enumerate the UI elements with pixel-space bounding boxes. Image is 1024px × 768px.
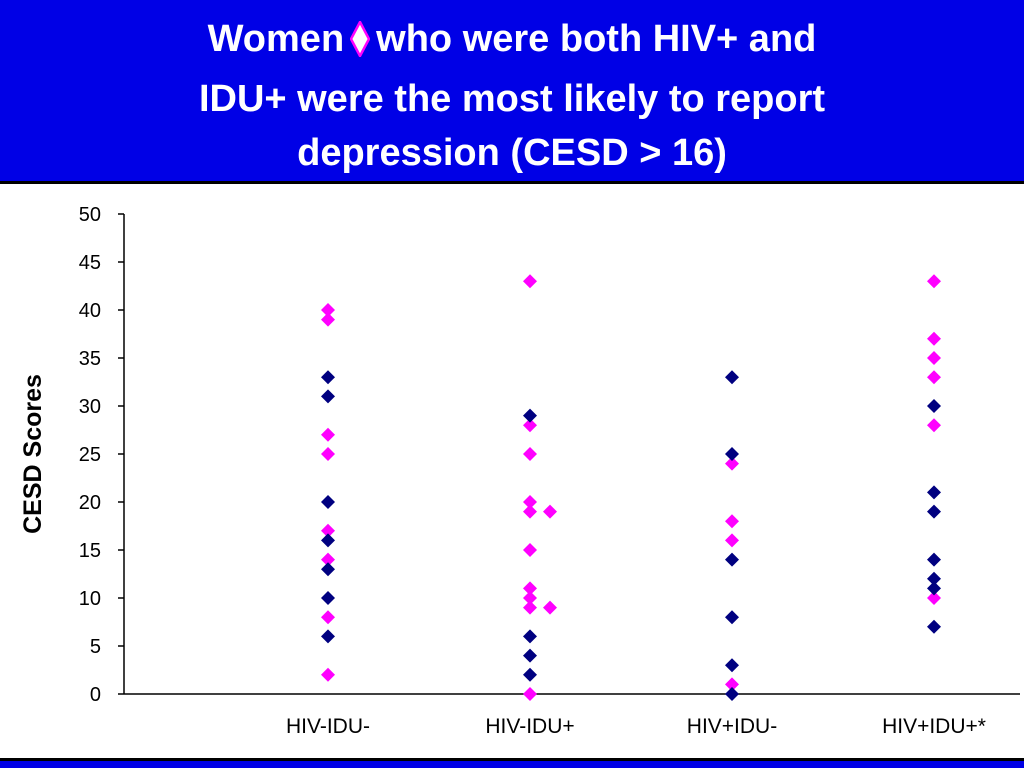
data-point bbox=[523, 274, 537, 289]
title-line-1-start: Women bbox=[207, 18, 345, 60]
data-point bbox=[523, 504, 537, 519]
x-tick-label: HIV+IDU+* bbox=[882, 715, 986, 738]
data-point bbox=[523, 408, 537, 423]
data-point bbox=[725, 456, 739, 471]
scatter-chart: 0 5 10 15 20 25 30 35 40 45 50 HIV-IDU- HIV-IDU+ HIV+… bbox=[19, 204, 1020, 738]
data-point bbox=[927, 591, 941, 605]
data-point bbox=[927, 571, 941, 586]
data-point bbox=[725, 447, 739, 461]
y-tick-label: 35 bbox=[79, 348, 101, 370]
data-point bbox=[523, 667, 537, 682]
y-tick-label: 30 bbox=[79, 396, 101, 418]
data-point bbox=[725, 610, 739, 625]
data-point bbox=[523, 581, 537, 596]
x-tick-label: HIV+IDU- bbox=[687, 715, 777, 738]
data-point bbox=[725, 370, 739, 385]
data-point bbox=[523, 591, 537, 605]
slide-title: Women who were both HIV+ and IDU+ were th… bbox=[0, 12, 1024, 180]
data-point bbox=[523, 648, 537, 663]
data-point bbox=[725, 514, 739, 529]
data-point bbox=[543, 600, 557, 615]
data-point bbox=[927, 552, 941, 567]
y-tick-label: 0 bbox=[90, 684, 101, 706]
data-point bbox=[321, 389, 335, 404]
pink-diamond-icon bbox=[349, 18, 371, 72]
data-point bbox=[321, 629, 335, 644]
data-point bbox=[725, 533, 739, 548]
x-tick-label: HIV-IDU- bbox=[286, 715, 370, 738]
y-tick-label: 10 bbox=[79, 588, 101, 610]
y-axis-title: CESD Scores bbox=[19, 374, 47, 534]
title-line-3: depression (CESD > 16) bbox=[297, 132, 727, 174]
data-point bbox=[321, 523, 335, 538]
data-point bbox=[321, 495, 335, 509]
y-tick-label: 45 bbox=[79, 252, 101, 274]
data-point bbox=[321, 370, 335, 385]
bottom-divider bbox=[0, 758, 1024, 761]
data-point bbox=[927, 274, 941, 289]
data-point bbox=[321, 610, 335, 625]
data-point bbox=[927, 351, 941, 365]
data-point bbox=[321, 552, 335, 567]
bottom-band bbox=[0, 761, 1024, 768]
data-point bbox=[725, 658, 739, 673]
data-point bbox=[321, 562, 335, 577]
data-point bbox=[725, 552, 739, 567]
data-point bbox=[523, 495, 537, 509]
data-point bbox=[321, 447, 335, 461]
data-point bbox=[321, 427, 335, 442]
data-point bbox=[927, 581, 941, 596]
title-divider bbox=[0, 181, 1024, 184]
data-point bbox=[321, 591, 335, 605]
title-bar: Women who were both HIV+ and IDU+ were th… bbox=[0, 0, 1024, 181]
data-point bbox=[321, 303, 335, 317]
data-point bbox=[927, 331, 941, 346]
data-point bbox=[523, 600, 537, 615]
data-point bbox=[927, 399, 941, 413]
data-point bbox=[725, 687, 739, 701]
data-point bbox=[523, 543, 537, 557]
title-line-2: IDU+ were the most likely to report bbox=[198, 78, 826, 120]
title-line-1-end: who were both HIV+ and bbox=[376, 18, 817, 60]
data-point bbox=[321, 312, 335, 327]
data-point bbox=[927, 485, 941, 500]
data-point bbox=[927, 418, 941, 433]
x-tick-label: HIV-IDU+ bbox=[485, 715, 574, 738]
title-line-1: Women who were both HIV+ and bbox=[0, 12, 1024, 72]
data-point bbox=[523, 447, 537, 461]
data-point bbox=[523, 418, 537, 433]
y-tick-label: 50 bbox=[79, 204, 101, 226]
data-point bbox=[523, 629, 537, 644]
data-point bbox=[321, 667, 335, 682]
data-point bbox=[321, 533, 335, 548]
data-point bbox=[927, 370, 941, 385]
y-tick-label: 15 bbox=[79, 540, 101, 562]
y-tick-label: 25 bbox=[79, 444, 101, 466]
y-tick-label: 40 bbox=[79, 300, 101, 322]
y-tick-label: 20 bbox=[79, 492, 101, 514]
data-point bbox=[523, 687, 537, 701]
data-point bbox=[725, 677, 739, 692]
data-point bbox=[927, 504, 941, 519]
data-point bbox=[543, 504, 557, 519]
y-tick-label: 5 bbox=[90, 636, 101, 658]
data-point bbox=[927, 619, 941, 634]
